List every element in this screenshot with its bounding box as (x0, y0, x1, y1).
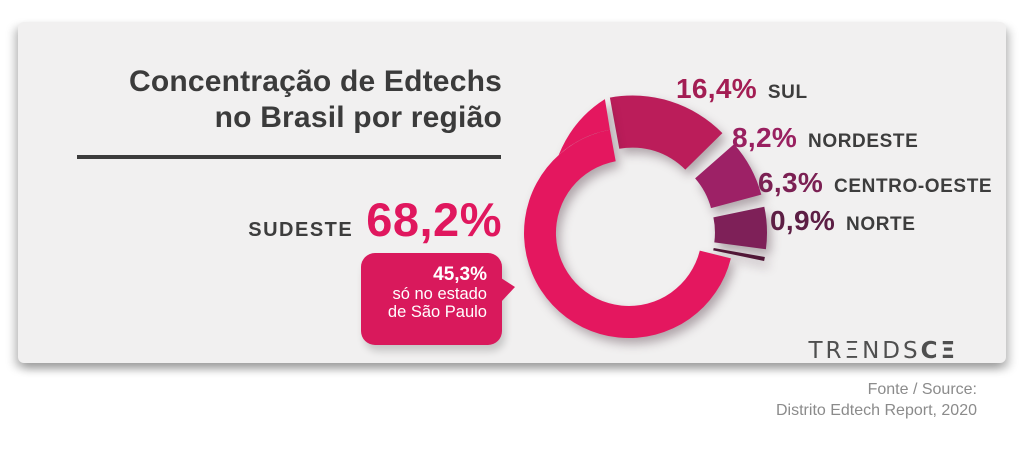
sul-value: 16,4% (676, 73, 757, 104)
title-underline (77, 155, 501, 159)
label-centro-oeste: 6,3% CENTRO-OESTE (758, 167, 992, 199)
donut-segment-sudeste (524, 99, 731, 339)
sao-paulo-callout: 45,3% só no estado de São Paulo (361, 253, 515, 345)
sudeste-region-label: SUDESTE (248, 219, 354, 241)
callout-line1: só no estado (392, 285, 488, 303)
norte-value: 0,9% (770, 205, 836, 236)
callout-line2: de São Paulo (387, 303, 487, 321)
sul-region: SUL (767, 82, 808, 103)
sudeste-value: 68,2% (366, 193, 502, 246)
label-norte: 0,9% NORTE (770, 205, 916, 237)
chart-card: Concentração de Edtechs no Brasil por re… (18, 22, 1006, 364)
chart-title: Concentração de Edtechs no Brasil por re… (78, 64, 502, 136)
nordeste-region: NORDESTE (808, 131, 919, 152)
label-sul: 16,4% SUL (676, 73, 808, 105)
logo-trends-part: TRΞNDS (808, 338, 921, 364)
source-line2: Distrito Edtech Report, 2020 (776, 402, 977, 419)
centro-oeste-value: 6,3% (758, 167, 824, 198)
nordeste-value: 8,2% (732, 122, 798, 153)
norte-region: NORTE (846, 214, 916, 235)
chart-title-line2: no Brasil por região (214, 101, 502, 134)
chart-title-line1: Concentração de Edtechs (128, 65, 502, 98)
centro-oeste-region: CENTRO-OESTE (834, 176, 993, 197)
donut-segment-sul (609, 95, 723, 170)
callout-pointer (501, 278, 515, 302)
logo-ce-part: CΞ (920, 338, 958, 364)
donut-segment-norte (713, 248, 765, 261)
source-line1: Fonte / Source: (867, 381, 977, 398)
callout-value: 45,3% (433, 264, 487, 285)
sudeste-highlight: SUDESTE 68,2% (78, 192, 502, 247)
donut-segment-centro-oeste (713, 206, 768, 250)
label-nordeste: 8,2% NORDESTE (732, 122, 918, 154)
trendsce-logo: TRΞNDSCΞ (809, 338, 959, 364)
source-note: Fonte / Source: Distrito Edtech Report, … (776, 379, 977, 421)
